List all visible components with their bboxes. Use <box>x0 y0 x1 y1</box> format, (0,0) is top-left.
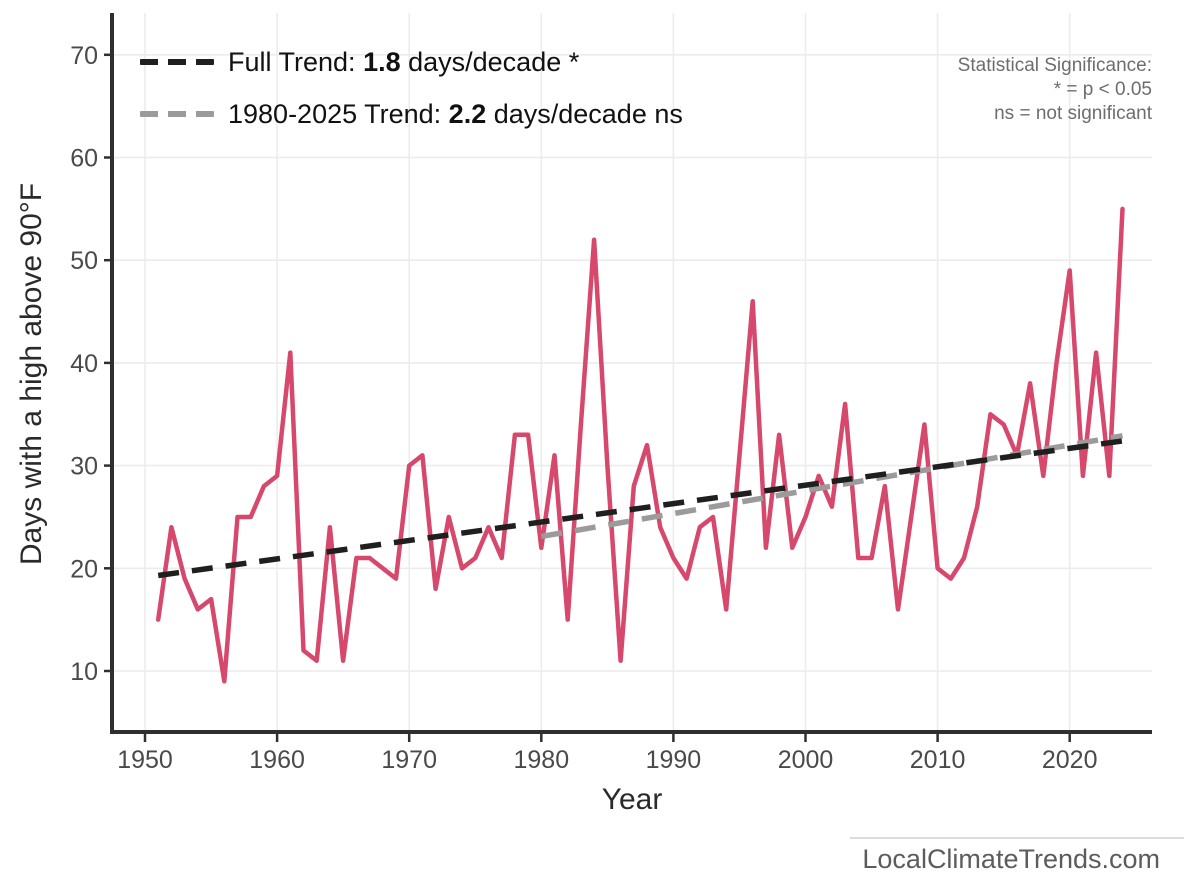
significance-note-ns: ns = not significant <box>994 103 1152 124</box>
x-tick-label: 1990 <box>646 746 702 774</box>
recent-trend-dash-swatch <box>140 111 214 117</box>
x-tick-label: 2020 <box>1042 746 1098 774</box>
full-trend-suffix: days/decade * <box>400 46 580 77</box>
recent-trend-label: 1980-2025 Trend: 2.2 days/decade ns <box>228 99 683 130</box>
watermark: LocalClimateTrends.com <box>862 844 1160 874</box>
recent-trend-suffix: days/decade ns <box>486 98 683 129</box>
x-tick-label: 1970 <box>381 746 437 774</box>
recent-trend-line <box>540 433 1124 540</box>
legend-item-full-trend: Full Trend: 1.8 days/decade * <box>140 36 683 88</box>
full-trend-line <box>157 438 1123 579</box>
y-tick-label: 50 <box>70 247 98 275</box>
x-tick-label: 1980 <box>513 746 569 774</box>
y-tick-label: 10 <box>70 658 98 686</box>
legend-item-recent-trend: 1980-2025 Trend: 2.2 days/decade ns <box>140 88 683 140</box>
x-tick-label: 2010 <box>910 746 966 774</box>
y-tick-label: 60 <box>70 145 98 173</box>
significance-note: Statistical Significance: * = p < 0.05 n… <box>958 54 1152 126</box>
y-axis-title: Days with a high above 90°F <box>15 182 48 566</box>
footer-divider <box>850 837 1184 839</box>
legend: Full Trend: 1.8 days/decade * 1980-2025 … <box>140 36 683 140</box>
x-tick-label: 1950 <box>117 746 173 774</box>
x-tick-label: 1960 <box>249 746 305 774</box>
x-axis-title: Year <box>601 783 663 816</box>
full-trend-prefix: Full Trend: <box>228 46 364 77</box>
annual-series-line <box>155 206 1125 684</box>
x-tick-label: 2000 <box>778 746 834 774</box>
recent-trend-prefix: 1980-2025 Trend: <box>228 98 449 129</box>
full-trend-dash-swatch <box>140 59 214 65</box>
recent-trend-value: 2.2 <box>448 98 487 129</box>
significance-note-title: Statistical Significance: <box>957 55 1152 76</box>
y-tick-label: 30 <box>70 453 98 481</box>
y-tick-label: 20 <box>70 555 98 583</box>
full-trend-label: Full Trend: 1.8 days/decade * <box>228 47 579 78</box>
significance-note-star: * = p < 0.05 <box>1053 79 1152 100</box>
y-tick-label: 40 <box>70 350 98 378</box>
y-tick-label: 70 <box>70 42 98 70</box>
full-trend-value: 1.8 <box>363 46 401 77</box>
